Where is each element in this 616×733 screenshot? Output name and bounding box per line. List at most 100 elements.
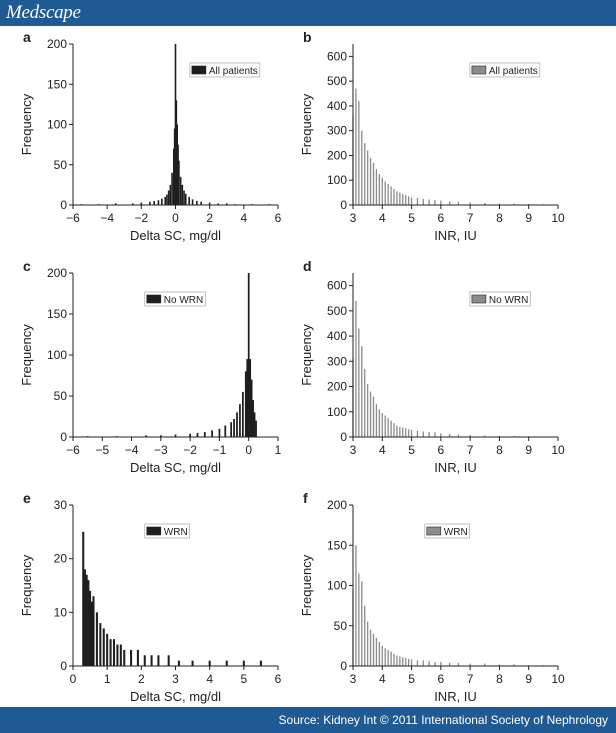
histogram-bar xyxy=(440,433,442,437)
panel-e: e 0 10 20 30 0 1 2 3 4 5 6 Delta SC, mg/dl Frequency W… xyxy=(19,490,282,704)
histogram-bar xyxy=(131,203,134,205)
histogram-bar xyxy=(189,433,192,437)
histogram-bar xyxy=(407,196,410,205)
x-tick-label: 7 xyxy=(467,672,474,686)
histogram-bar xyxy=(498,203,501,205)
histogram-bar xyxy=(378,641,381,666)
legend-swatch xyxy=(146,294,162,304)
histogram-bar xyxy=(230,422,233,437)
y-tick-label: 100 xyxy=(327,579,347,593)
x-tick-label: −4 xyxy=(100,211,114,225)
x-tick-label: 7 xyxy=(467,211,474,225)
histogram-bar xyxy=(224,425,227,437)
histogram-bar xyxy=(372,396,375,437)
y-tick-label: 0 xyxy=(340,430,347,444)
histogram-bar xyxy=(393,423,395,437)
legend-label: No WRN xyxy=(164,295,203,306)
histogram-bar xyxy=(196,432,199,437)
histogram-bar xyxy=(233,418,235,437)
histogram-bar xyxy=(358,100,360,205)
histogram-bar xyxy=(378,174,381,205)
histogram-bar xyxy=(375,404,378,437)
x-tick-label: −5 xyxy=(95,443,109,457)
histogram-bar xyxy=(172,148,175,205)
histogram-bar xyxy=(85,574,88,666)
y-tick-label: 200 xyxy=(47,37,67,51)
x-axis-label: INR, IU xyxy=(434,228,477,243)
x-tick-label: 0 xyxy=(245,443,252,457)
histogram-bar xyxy=(239,404,241,437)
histogram-bar xyxy=(159,435,162,437)
x-axis-label: INR, IU xyxy=(434,460,477,475)
histogram-bar xyxy=(174,44,177,205)
histogram-bar xyxy=(399,426,401,437)
histogram-bar xyxy=(106,633,109,666)
x-tick-label: 4 xyxy=(379,672,386,686)
histogram-bar xyxy=(116,644,119,666)
x-tick-label: 5 xyxy=(408,443,415,457)
histogram-bar xyxy=(177,660,180,666)
legend-swatch xyxy=(146,526,162,536)
histogram-bar xyxy=(174,434,177,437)
histogram-bar xyxy=(405,657,407,666)
x-tick-label: 6 xyxy=(275,211,282,225)
histogram-bar xyxy=(396,425,398,437)
histogram-bar xyxy=(375,637,378,666)
histogram-bar xyxy=(381,645,383,666)
histogram-bar xyxy=(366,384,369,437)
footer-banner: Source: Kidney Int © 2011 International … xyxy=(0,707,616,733)
y-tick-label: 150 xyxy=(47,307,67,321)
panel-a: a 0 50 100 150 200 −6 −4 −2 0 2 4 6 Delta SC, mg/dl Fr… xyxy=(19,29,282,243)
histogram-bar xyxy=(484,663,486,666)
x-tick-label: 2 xyxy=(206,211,213,225)
legend-swatch xyxy=(426,526,442,536)
x-tick-label: 10 xyxy=(551,211,565,225)
histogram-bar xyxy=(434,200,436,205)
histogram-bar xyxy=(191,199,194,205)
histogram-bar xyxy=(381,177,383,205)
histogram-bar xyxy=(90,601,93,666)
histogram-bar xyxy=(361,346,363,437)
panel-letter: f xyxy=(303,490,308,506)
histogram-bar xyxy=(169,184,172,205)
x-tick-label: 0 xyxy=(70,672,77,686)
histogram-bar xyxy=(178,160,180,205)
y-tick-label: 300 xyxy=(327,124,347,138)
panel-letter: c xyxy=(23,258,31,274)
histogram-bar xyxy=(381,413,383,437)
panel-d: d 0 100 200 300 400 500 600 3 4 5 6 7 8 9 10 INR, IU Freq… xyxy=(299,258,565,475)
histogram-bar xyxy=(410,429,413,437)
y-tick-label: 100 xyxy=(327,405,347,419)
histogram-bar xyxy=(167,190,170,205)
y-tick-label: 0 xyxy=(60,430,67,444)
histogram-bar xyxy=(153,200,155,205)
y-tick-label: 300 xyxy=(327,354,347,368)
x-tick-label: 4 xyxy=(379,211,386,225)
histogram-bar xyxy=(136,649,139,666)
x-tick-label: 3 xyxy=(350,672,357,686)
histogram-bar xyxy=(109,639,112,666)
histogram-bar xyxy=(188,196,190,205)
histogram-bar xyxy=(242,660,245,666)
y-tick-label: 200 xyxy=(47,266,67,280)
y-axis-label: Frequency xyxy=(19,554,34,616)
histogram-bar xyxy=(130,649,133,666)
x-tick-label: 9 xyxy=(525,672,532,686)
histogram-bar xyxy=(428,661,430,666)
histogram-bar xyxy=(249,359,252,437)
histogram-bar xyxy=(145,435,148,437)
histogram-bar xyxy=(407,429,410,437)
histogram-bar xyxy=(434,661,436,666)
x-tick-label: 10 xyxy=(551,672,565,686)
y-tick-label: 50 xyxy=(54,389,68,403)
y-tick-label: 50 xyxy=(334,619,348,633)
histogram-bar xyxy=(246,359,249,437)
histogram-bar xyxy=(513,203,515,205)
histogram-bar xyxy=(384,181,386,205)
histogram-bar xyxy=(410,197,413,205)
x-tick-label: 9 xyxy=(525,211,532,225)
x-tick-label: −1 xyxy=(213,443,227,457)
histogram-bar xyxy=(399,192,401,205)
y-tick-label: 500 xyxy=(327,304,347,318)
histogram-bar xyxy=(387,649,389,666)
